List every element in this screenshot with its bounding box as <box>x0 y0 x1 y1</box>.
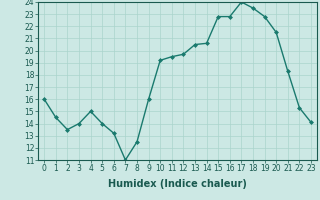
X-axis label: Humidex (Indice chaleur): Humidex (Indice chaleur) <box>108 179 247 189</box>
